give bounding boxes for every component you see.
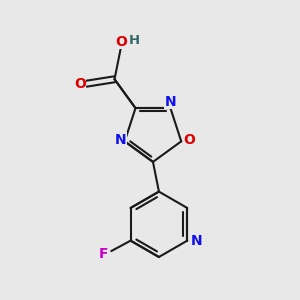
Text: O: O xyxy=(74,77,86,91)
Text: N: N xyxy=(114,133,126,147)
Text: H: H xyxy=(128,34,140,46)
Text: O: O xyxy=(115,34,127,49)
Text: O: O xyxy=(184,133,196,147)
Text: N: N xyxy=(191,234,203,248)
Text: N: N xyxy=(165,94,177,109)
Text: F: F xyxy=(99,247,109,261)
